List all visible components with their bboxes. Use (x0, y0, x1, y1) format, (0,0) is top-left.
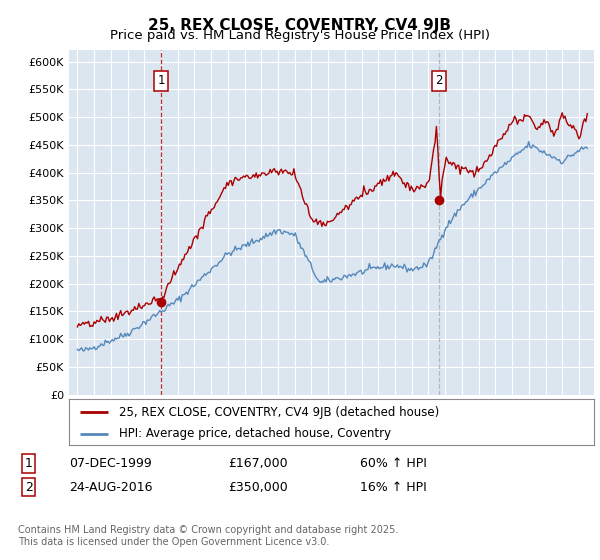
Text: 25, REX CLOSE, COVENTRY, CV4 9JB: 25, REX CLOSE, COVENTRY, CV4 9JB (149, 18, 452, 33)
Text: £350,000: £350,000 (228, 480, 288, 494)
Text: 24-AUG-2016: 24-AUG-2016 (69, 480, 152, 494)
Text: 25, REX CLOSE, COVENTRY, CV4 9JB (detached house): 25, REX CLOSE, COVENTRY, CV4 9JB (detach… (119, 405, 439, 419)
Text: 16% ↑ HPI: 16% ↑ HPI (360, 480, 427, 494)
Text: £167,000: £167,000 (228, 457, 287, 470)
Text: HPI: Average price, detached house, Coventry: HPI: Average price, detached house, Cove… (119, 427, 391, 440)
Text: 1: 1 (25, 457, 33, 470)
Text: 2: 2 (436, 74, 443, 87)
Text: Price paid vs. HM Land Registry's House Price Index (HPI): Price paid vs. HM Land Registry's House … (110, 29, 490, 42)
Text: Contains HM Land Registry data © Crown copyright and database right 2025.
This d: Contains HM Land Registry data © Crown c… (18, 525, 398, 547)
Text: 2: 2 (25, 480, 33, 494)
Text: 60% ↑ HPI: 60% ↑ HPI (360, 457, 427, 470)
Text: 1: 1 (157, 74, 165, 87)
Text: 07-DEC-1999: 07-DEC-1999 (69, 457, 152, 470)
